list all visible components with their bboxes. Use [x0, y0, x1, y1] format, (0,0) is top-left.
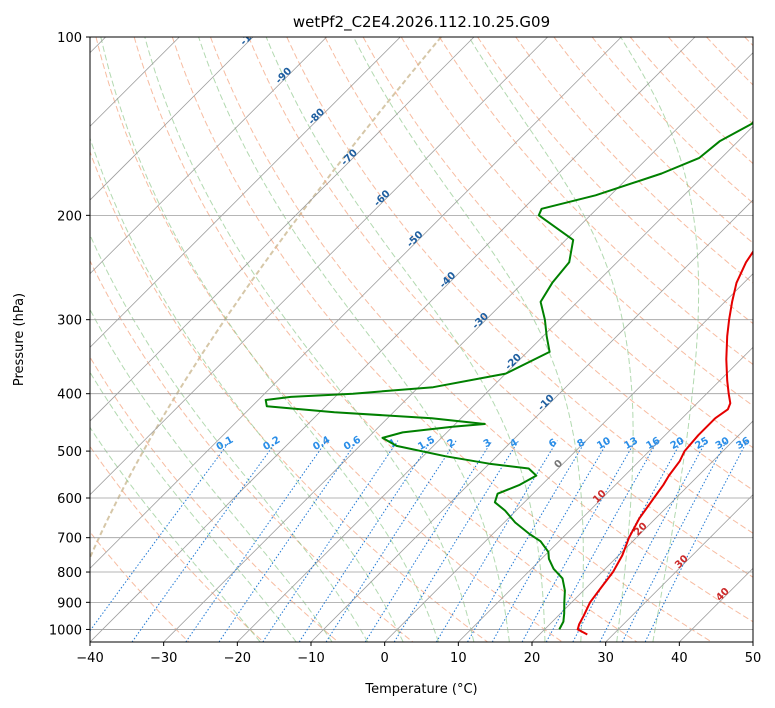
x-tick-label: 20 [524, 651, 541, 666]
x-tick-label: −30 [150, 651, 177, 666]
series-lines [264, 120, 753, 636]
mixing-ratio-line [364, 440, 493, 642]
dewpoint-profile [264, 120, 753, 630]
isotherm-line [531, 420, 753, 642]
isotherm-label: -100 [238, 22, 264, 48]
x-tick-label: 0 [381, 651, 389, 666]
dry-adiabat [591, 37, 753, 204]
isotherm-line [237, 125, 753, 642]
dry-adiabat [171, 37, 712, 642]
dry-adiabat [133, 37, 638, 642]
mixing-ratio-label: 3 [482, 437, 494, 450]
y-tick-label: 700 [57, 532, 82, 547]
x-tick-label: 30 [597, 651, 614, 666]
dry-adiabat [438, 37, 753, 366]
y-tick-label: 900 [57, 596, 82, 611]
moist-adiabat [90, 233, 369, 642]
moist-adiabat [144, 37, 475, 642]
dry-adiabat [90, 259, 414, 642]
x-tick-label: −40 [76, 651, 103, 666]
plot-area [90, 37, 753, 642]
moist-adiabat [198, 37, 510, 642]
y-axis-label: Pressure (hPa) [12, 293, 27, 386]
isotherm-line [90, 37, 327, 275]
mixing-ratio-label: 6 [547, 437, 559, 450]
dry-adiabat [90, 531, 190, 642]
y-tick-label: 1000 [49, 623, 82, 638]
x-axis-label: Temperature (°C) [364, 682, 477, 697]
y-tick-label: 100 [57, 31, 82, 46]
dry-adiabat [248, 37, 753, 578]
mixing-ratio-line [218, 440, 358, 642]
isotherm-line [163, 52, 753, 642]
plot-frame [89, 36, 754, 643]
y-tick-label: 500 [57, 445, 82, 460]
chart-title: wetPf2_C2E4.2026.112.10.25.G09 [293, 13, 550, 32]
mixing-ratio-line [467, 440, 587, 642]
dry-adiabat [477, 37, 753, 325]
moist-adiabat [100, 37, 439, 642]
mixing-ratio-line [393, 440, 520, 642]
dry-adiabat [90, 356, 339, 642]
isotherm-line [384, 273, 753, 642]
mixing-ratio-line [185, 440, 328, 642]
mixing-ratio-label: 8 [576, 437, 588, 450]
isotherm-line [90, 37, 475, 422]
mixing-ratio-line [435, 440, 558, 642]
isotherm-line [605, 494, 753, 642]
x-tick-label: 10 [450, 651, 467, 666]
dry-adiabat [515, 37, 753, 284]
axes: −40 −30 −20 −10 0 10 20 30 40 50 100 200 300 400 500 60… [49, 31, 761, 666]
isotherm-line [90, 37, 548, 496]
moist-adiabat [468, 37, 634, 642]
x-tick-label: −20 [224, 651, 251, 666]
y-tick-label: 400 [57, 388, 82, 403]
moist-adiabat [90, 136, 404, 642]
isotherm-line [90, 37, 622, 569]
y-tick-label: 200 [57, 209, 82, 224]
mixing-ratio-line [599, 440, 707, 642]
moist-adiabat [353, 37, 584, 642]
dry-adiabat [90, 445, 264, 642]
isotherm-line [90, 37, 401, 348]
isotherm-line [90, 37, 696, 642]
dry-adiabat [210, 37, 753, 623]
mixing-ratio-label: 4 [508, 437, 520, 450]
mixing-ratio-line [621, 440, 728, 642]
moist-adiabat [265, 37, 546, 642]
moist-adiabat [90, 426, 261, 642]
isotherm-line [90, 37, 254, 201]
x-tick-label: 50 [745, 651, 762, 666]
dry-adiabat [400, 37, 753, 407]
isotherm-line [310, 199, 753, 642]
mixing-ratio-line [298, 440, 432, 642]
y-tick-label: 800 [57, 566, 82, 581]
temperature-profile [576, 250, 753, 636]
mixing-ratio-line [572, 440, 683, 642]
mixing-ratio-line [491, 440, 609, 642]
moist-adiabat [90, 371, 297, 642]
moist-adiabat [620, 37, 700, 642]
x-tick-label: −10 [297, 651, 324, 666]
dry-adiabat [362, 37, 753, 449]
x-tick-label: 40 [671, 651, 688, 666]
mixing-ratio-line [262, 440, 399, 642]
isotherm-line [458, 346, 753, 642]
mixing-ratio-label: 2 [446, 437, 458, 450]
y-tick-label: 300 [57, 314, 82, 329]
y-tick-label: 600 [57, 492, 82, 507]
mixing-ratio-line [325, 440, 457, 642]
